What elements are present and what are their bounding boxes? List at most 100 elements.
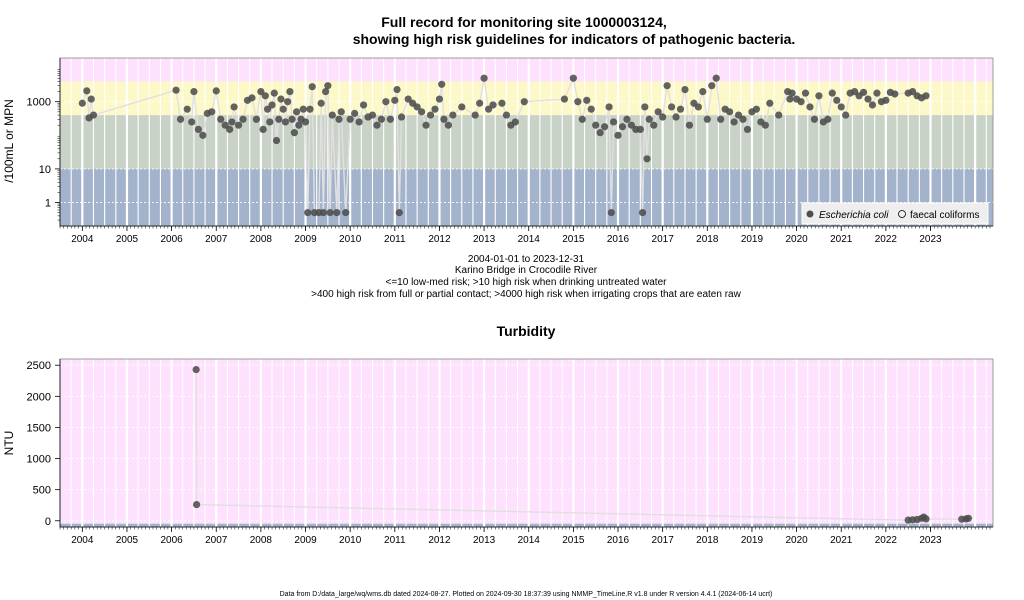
data-point: [882, 96, 890, 104]
chart2-gridlines: [59, 359, 993, 527]
data-point: [645, 115, 653, 123]
data-point: [868, 101, 877, 109]
x-tick-label-2016: 2016: [607, 234, 630, 245]
data-point: [837, 103, 845, 111]
chart1-x-axis: 2004 2005 2006 2007 2008 2009 2010 2011 2012 2013…: [59, 225, 993, 245]
data-point: [730, 118, 738, 126]
x-tick-label-2010: 2010: [339, 535, 362, 546]
x-tick-label-2005: 2005: [116, 535, 139, 546]
data-point: [842, 111, 850, 119]
data-point: [190, 88, 198, 96]
data-point: [601, 123, 609, 131]
data-point: [438, 80, 446, 88]
data-point: [290, 129, 298, 137]
y-tick-label-1000: 1000: [27, 454, 51, 466]
chart1-risk-zones: [60, 58, 993, 226]
data-point: [712, 74, 720, 82]
chart2-y-label: NTU: [2, 431, 16, 456]
data-point: [681, 85, 689, 94]
data-point: [824, 115, 832, 123]
x-tick-label-2007: 2007: [205, 535, 228, 546]
x-tick-label-2005: 2005: [116, 234, 139, 245]
data-point: [667, 103, 676, 111]
data-point: [703, 115, 711, 123]
data-point: [654, 108, 662, 116]
x-tick-label-2020: 2020: [785, 234, 808, 245]
data-point: [743, 125, 752, 133]
data-point: [739, 115, 747, 123]
chart1-y-label: /100mL or MPN: [2, 99, 16, 183]
chart1-legend: Escherichia coli faecal coliforms: [801, 202, 989, 225]
data-point: [435, 95, 444, 103]
data-point: [618, 123, 627, 131]
x-tick-label-2020: 2020: [785, 535, 808, 546]
data-point: [279, 105, 287, 113]
x-tick-label-2009: 2009: [294, 535, 317, 546]
chart1-y-axis: 1 10 1000: [27, 58, 61, 226]
data-point: [346, 115, 354, 123]
data-point: [337, 108, 345, 116]
data-point: [292, 108, 301, 116]
chart1-subtitle: showing high risk guidelines for indicat…: [353, 31, 796, 47]
data-point: [192, 365, 200, 374]
x-tick-label-2013: 2013: [473, 535, 496, 546]
data-point: [663, 82, 671, 90]
data-point: [335, 115, 343, 123]
data-point: [685, 121, 694, 129]
data-point: [188, 118, 196, 126]
data-point: [382, 98, 390, 106]
data-point: [708, 82, 716, 90]
data-point: [471, 111, 479, 119]
x-tick-label-2012: 2012: [428, 535, 451, 546]
data-point: [259, 125, 267, 133]
data-point: [458, 103, 466, 111]
x-tick-label-2014: 2014: [518, 234, 541, 245]
data-point: [87, 95, 95, 103]
data-point: [596, 129, 604, 137]
data-point: [574, 98, 582, 106]
data-point: [252, 115, 261, 123]
x-tick-label-2021: 2021: [830, 535, 853, 546]
x-tick-label-2019: 2019: [741, 535, 764, 546]
x-tick-label-2013: 2013: [473, 234, 496, 245]
data-point: [359, 101, 368, 109]
data-point: [176, 115, 185, 123]
data-point: [194, 125, 202, 133]
x-tick-label-2023: 2023: [919, 234, 942, 245]
data-point: [172, 86, 180, 94]
data-point: [270, 89, 278, 97]
caption-line-1: 2004-01-01 to 2023-12-31: [468, 254, 585, 265]
data-point: [717, 115, 725, 123]
data-point: [810, 115, 819, 123]
y-tick-label-2500: 2500: [27, 360, 51, 372]
caption-line-2: Karino Bridge in Crocodile River: [455, 265, 598, 276]
legend-marker-ecoli: [806, 210, 814, 218]
y-tick-label-2000: 2000: [27, 391, 51, 403]
x-tick-label-2018: 2018: [696, 535, 719, 546]
data-point: [268, 101, 276, 109]
data-point: [248, 94, 256, 102]
data-point: [864, 95, 872, 103]
y-tick-label-1500: 1500: [27, 422, 51, 434]
data-point: [922, 92, 930, 100]
x-tick-label-2006: 2006: [160, 234, 183, 245]
x-tick-label-2008: 2008: [250, 234, 273, 245]
data-point: [623, 115, 631, 123]
data-point: [286, 88, 294, 96]
legend-box: [801, 202, 989, 225]
data-point: [636, 125, 644, 133]
data-point: [431, 105, 439, 113]
data-point: [922, 515, 930, 523]
data-point: [308, 83, 316, 91]
x-tick-label-2017: 2017: [652, 234, 675, 245]
data-point: [520, 98, 528, 106]
data-point: [288, 115, 296, 123]
x-tick-label-2016: 2016: [607, 535, 630, 546]
data-point: [476, 99, 484, 107]
data-point: [342, 209, 350, 217]
data-point: [277, 95, 285, 103]
data-point: [295, 121, 303, 129]
data-point: [726, 108, 734, 116]
y-tick-label-1: 1: [45, 198, 51, 210]
data-point: [284, 98, 292, 106]
